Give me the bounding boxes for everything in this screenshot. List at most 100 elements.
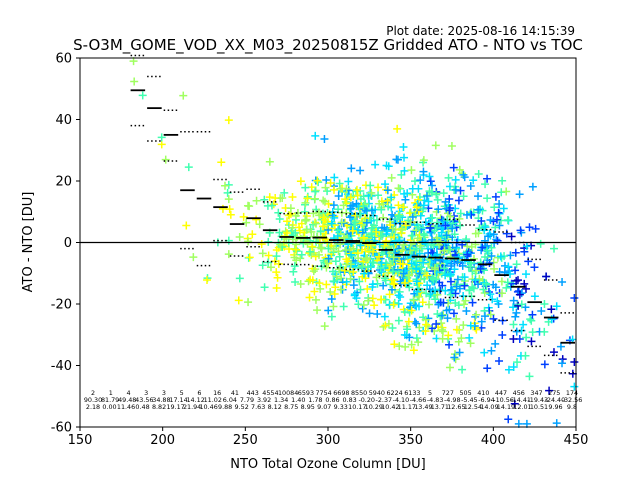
scatter-point [368,223,377,232]
scatter-point [404,317,413,326]
bin-mean-label: 11.02 [204,396,222,404]
scatter-point [220,181,229,190]
scatter-point [375,240,384,249]
scatter-point [291,278,300,287]
scatter-point [358,263,367,272]
scatter-point [433,218,442,227]
scatter-point [393,155,402,164]
scatter-point [341,195,350,204]
scatter-point [337,218,346,227]
scatter-point [356,285,365,294]
scatter-point [474,205,483,214]
scatter-point [459,300,468,309]
scatter-point [377,205,386,214]
scatter-point [364,246,373,255]
scatter-point [382,237,391,246]
scatter-point [515,290,524,299]
scatter-point [486,310,495,319]
scatter-point [568,369,577,378]
scatter-point [252,215,261,224]
scatter-point [334,191,343,200]
scatter-point [364,296,373,305]
scatter-point [255,220,264,229]
scatter-point [440,246,449,255]
scatter-point [497,277,506,286]
scatter-point [336,285,345,294]
scatter-point [310,194,319,203]
scatter-point [394,291,403,300]
scatter-point [409,296,418,305]
scatter-point [311,187,320,196]
bin-mean-label: 81.79 [101,396,119,404]
scatter-point [475,224,484,233]
scatter-point [272,252,281,261]
scatter-point [414,223,423,232]
scatter-point [459,192,468,201]
scatter-point [359,233,368,242]
scatter-point [258,249,267,258]
scatter-point [321,215,330,224]
scatter-point [363,253,372,262]
scatter-point [315,211,324,220]
scatter-point [423,322,432,331]
scatter-point [404,271,413,280]
scatter-point [332,272,341,281]
scatter-point [438,327,447,336]
scatter-point [407,166,416,175]
scatter-point [444,331,453,340]
scatter-point [311,131,320,140]
scatter-point [503,278,512,287]
scatter-point [417,263,426,272]
scatter-point [447,261,456,270]
bin-mean-label: 1.78 [308,396,322,404]
bin-mean-label: -2.37 [376,396,393,404]
scatter-point [419,229,428,238]
scatter-point [509,362,518,371]
scatter-point [397,226,406,235]
scatter-point [381,321,390,330]
scatter-point [514,301,523,310]
scatter-point [335,265,344,274]
bin-sd-label: 0.48 [135,403,149,411]
scatter-point [271,193,280,202]
scatter-point [318,222,327,231]
scatter-point [304,277,313,286]
scatter-point [460,281,469,290]
scatter-point [314,178,323,187]
scatter-point [346,250,355,259]
scatter-point [434,205,443,214]
scatter-point [480,348,489,357]
scatter-point [493,297,502,306]
scatter-point [377,295,386,304]
scatter-point [303,239,312,248]
y-tick-label: 0 [64,236,72,251]
scatter-point [455,348,464,357]
scatter-point [380,274,389,283]
scatter-point [570,382,579,391]
scatter-point [381,180,390,189]
scatter-point [516,226,525,235]
scatter-point [512,260,521,269]
scatter-point [481,223,490,232]
scatter-point [336,240,345,249]
scatter-point [445,305,454,314]
bin-sd-label: 10.17 [348,403,366,411]
scatter-point [235,274,244,283]
scatter-point [522,242,531,251]
scatter-point [528,328,537,337]
scatter-point [530,292,539,301]
scatter-point [157,140,166,149]
scatter-point [291,211,300,220]
scatter-point [346,193,355,202]
bin-sd-label: 0.00 [102,403,116,411]
scatter-point [428,273,437,282]
scatter-point [451,185,460,194]
scatter-point [495,199,504,208]
scatter-point [511,248,520,257]
scatter-point [264,258,273,267]
scatter-point [425,285,434,294]
scatter-point [458,261,467,270]
scatter-point [453,258,462,267]
scatter-point [428,181,437,190]
